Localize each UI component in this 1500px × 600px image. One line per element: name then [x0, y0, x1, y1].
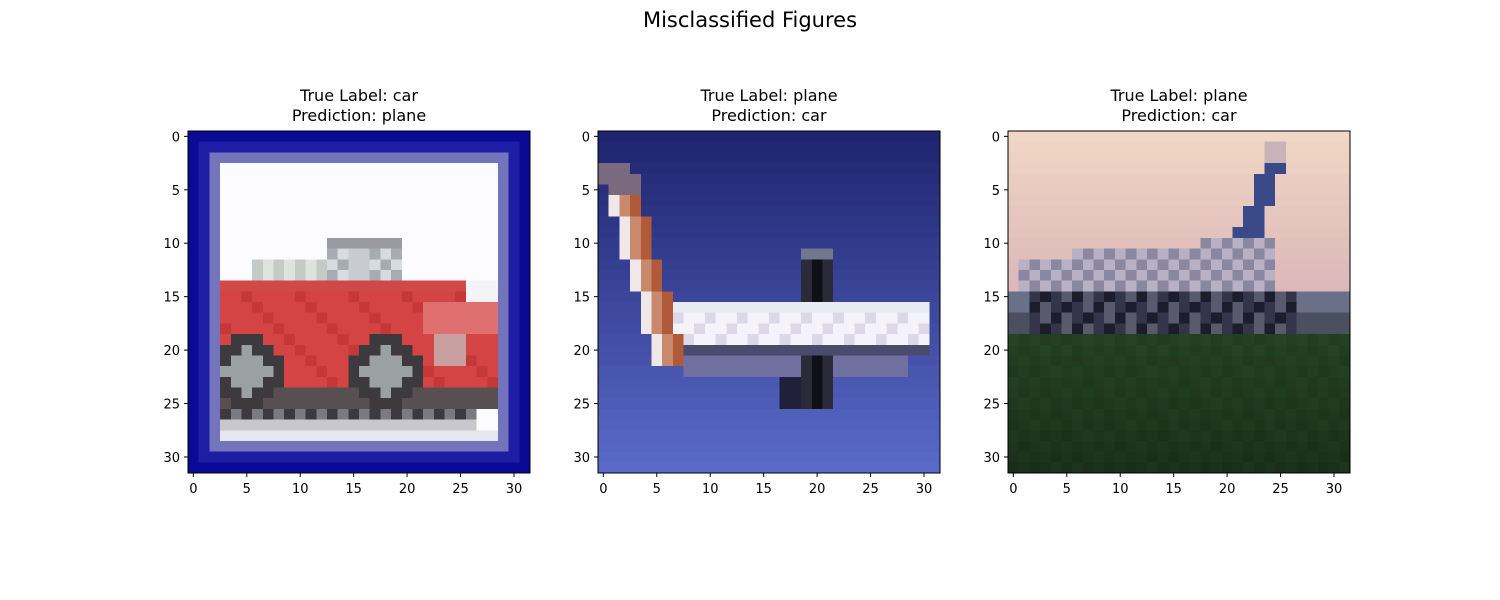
subplot-title: True Label: car Prediction: plane — [188, 86, 530, 126]
y-tick-label: 30 — [573, 451, 590, 466]
prediction-line: Prediction: car — [1121, 106, 1237, 125]
true-label-line: True Label: plane — [700, 86, 838, 105]
y-tick-label: 5 — [582, 184, 590, 199]
prediction-line: Prediction: plane — [291, 106, 427, 125]
y-tick-label: 15 — [983, 291, 1000, 306]
prediction-line: Prediction: car — [711, 106, 827, 125]
x-tick-label: 10 — [702, 482, 719, 497]
x-tick-label: 10 — [292, 482, 309, 497]
x-tick-label: 20 — [399, 482, 416, 497]
subplot-title: True Label: plane Prediction: car — [1008, 86, 1350, 126]
image-axes: 0 5 10 15 20 25 30 0 5 10 15 20 25 30 — [573, 130, 941, 497]
subplot-plane-predicted-car-ground: True Label: plane Prediction: car 0 5 10 15… — [983, 86, 1351, 506]
y-tick-label: 30 — [983, 451, 1000, 466]
x-tick-label: 30 — [506, 482, 523, 497]
y-tick-label: 5 — [172, 184, 180, 199]
axes-frame — [187, 130, 531, 474]
figure-title: Misclassified Figures — [642, 8, 858, 32]
x-tick-label: 15 — [755, 482, 772, 497]
y-tick-label: 0 — [992, 130, 1000, 145]
x-tick-label: 5 — [243, 482, 251, 497]
y-tick-label: 15 — [163, 291, 180, 306]
x-tick-label: 30 — [1326, 482, 1343, 497]
x-tick-label: 5 — [1063, 482, 1071, 497]
y-tick-label: 15 — [573, 291, 590, 306]
subplot-title: True Label: plane Prediction: car — [598, 86, 940, 126]
y-tick-label: 25 — [573, 398, 590, 413]
y-tick-label: 20 — [163, 344, 180, 359]
pixel-image — [1008, 131, 1351, 474]
axes-frame — [597, 130, 941, 474]
x-tick-label: 15 — [1165, 482, 1182, 497]
y-tick-label: 10 — [983, 237, 1000, 252]
y-tick-label: 10 — [573, 237, 590, 252]
x-tick-label: 25 — [862, 482, 879, 497]
y-tick-label: 10 — [163, 237, 180, 252]
x-tick-label: 10 — [1112, 482, 1129, 497]
x-tick-label: 20 — [1219, 482, 1236, 497]
y-tick-label: 25 — [983, 398, 1000, 413]
true-label-line: True Label: plane — [1110, 86, 1248, 105]
subplot-car-predicted-plane: True Label: car Prediction: plane 0 5 10 15… — [163, 86, 531, 506]
y-tick-label: 20 — [983, 344, 1000, 359]
y-tick-label: 5 — [992, 184, 1000, 199]
x-tick-label: 0 — [599, 482, 607, 497]
y-tick-label: 25 — [163, 398, 180, 413]
subplot-plane-predicted-car-sky: True Label: plane Prediction: car 0 5 10 15… — [573, 86, 941, 506]
axes-frame — [1007, 130, 1351, 474]
x-tick-label: 20 — [809, 482, 826, 497]
x-tick-label: 15 — [345, 482, 362, 497]
x-tick-label: 25 — [1272, 482, 1289, 497]
pixel-image — [598, 131, 941, 474]
image-axes: 0 5 10 15 20 25 30 0 5 10 15 20 25 30 — [163, 130, 531, 497]
image-axes: 0 5 10 15 20 25 30 0 5 10 15 20 25 30 — [983, 130, 1351, 497]
true-label-line: True Label: car — [300, 86, 418, 105]
x-tick-label: 5 — [653, 482, 661, 497]
y-tick-label: 0 — [582, 130, 590, 145]
x-tick-label: 0 — [189, 482, 197, 497]
pixel-image — [188, 131, 531, 474]
x-tick-label: 0 — [1009, 482, 1017, 497]
x-tick-label: 25 — [452, 482, 469, 497]
y-tick-label: 30 — [163, 451, 180, 466]
y-tick-label: 20 — [573, 344, 590, 359]
y-tick-label: 0 — [172, 130, 180, 145]
x-tick-label: 30 — [916, 482, 933, 497]
